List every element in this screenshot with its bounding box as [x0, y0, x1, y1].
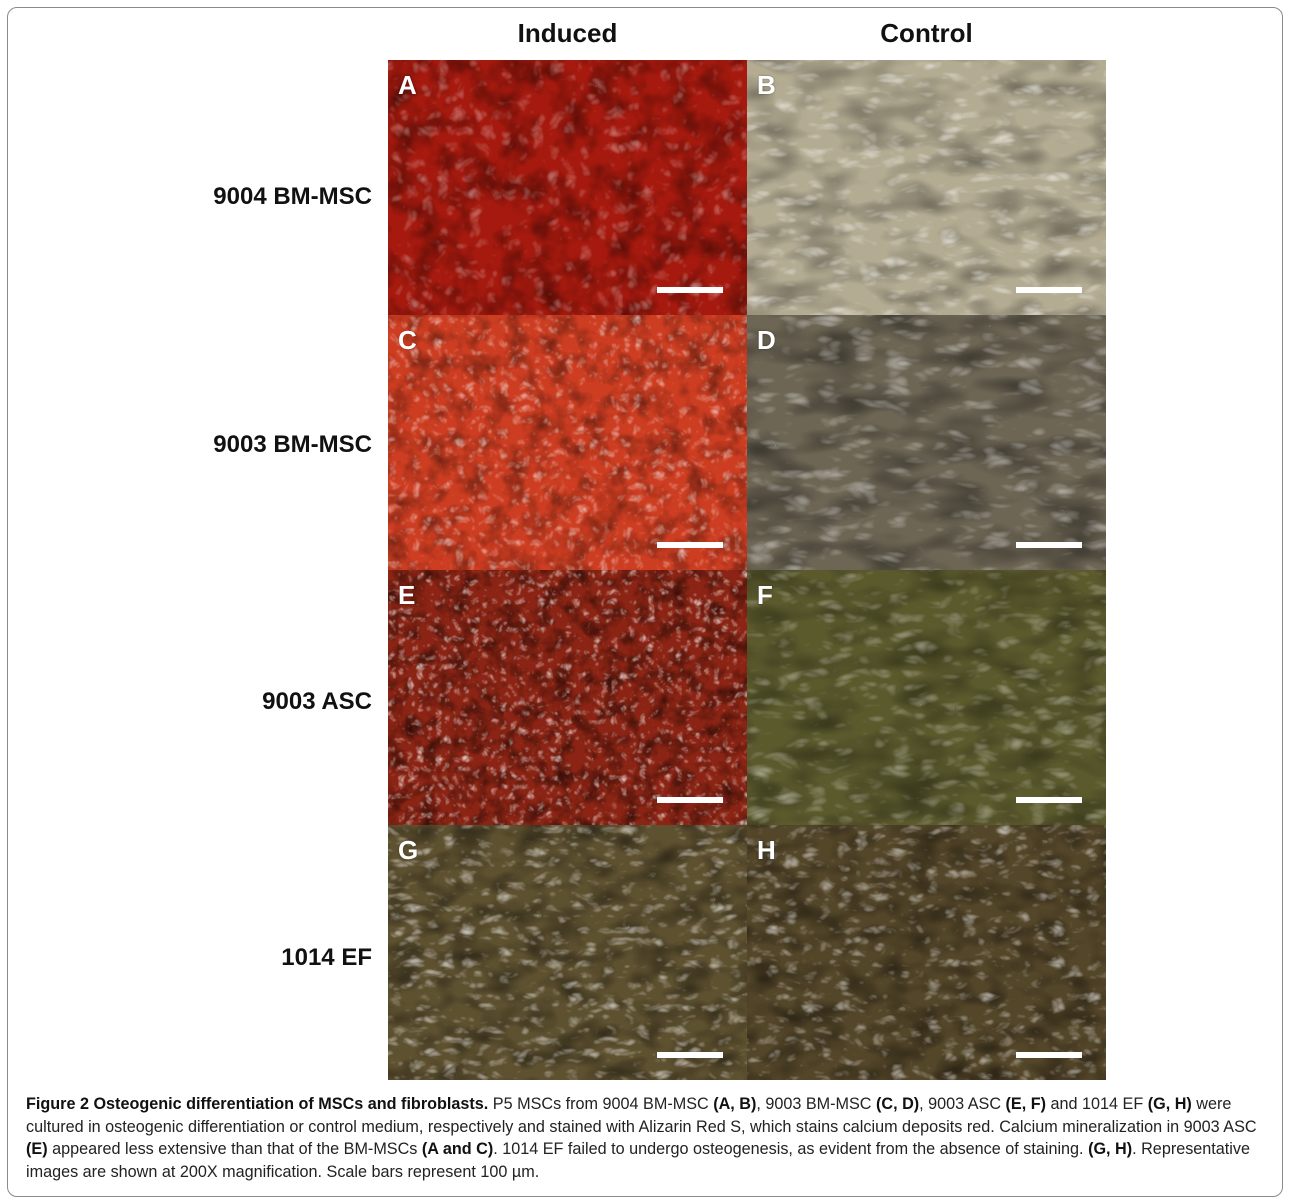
panel-letter: B [757, 70, 776, 101]
caption-text: . 1014 EF failed to undergo osteogenesis… [493, 1140, 1088, 1158]
caption-text: P5 MSCs from 9004 BM-MSC [488, 1095, 713, 1113]
micrograph-grid: A B C D E F G H [388, 60, 1106, 1080]
micrograph-panel-e: E [388, 570, 747, 825]
caption-ref: (C, D) [876, 1095, 919, 1113]
micrograph-panel-h: H [747, 825, 1106, 1080]
caption-title: Figure 2 Osteogenic differentiation of M… [26, 1095, 488, 1113]
row-label-9003-asc: 9003 ASC [20, 688, 372, 716]
figure-caption: Figure 2 Osteogenic differentiation of M… [26, 1093, 1266, 1183]
scale-bar [657, 542, 723, 548]
scale-bar [657, 797, 723, 803]
micrograph-texture [388, 60, 747, 315]
caption-text: and 1014 EF [1046, 1095, 1148, 1113]
caption-ref: (A, B) [713, 1095, 756, 1113]
caption-text: , 9003 BM-MSC [756, 1095, 876, 1113]
caption-text: appeared less extensive than that of the… [48, 1140, 422, 1158]
micrograph-highlights [747, 315, 1106, 570]
panel-letter: A [398, 70, 417, 101]
micrograph-highlights [388, 60, 747, 315]
scale-bar [1016, 797, 1082, 803]
micrograph-highlights [747, 570, 1106, 825]
panel-letter: D [757, 325, 776, 356]
micrograph-texture [388, 315, 747, 570]
micrograph-highlights [388, 570, 747, 825]
scale-bar [657, 1052, 723, 1058]
row-label-1014-ef: 1014 EF [20, 944, 372, 972]
caption-ref: (G, H) [1148, 1095, 1192, 1113]
micrograph-texture [388, 570, 747, 825]
micrograph-panel-d: D [747, 315, 1106, 570]
micrograph-panel-a: A [388, 60, 747, 315]
micrograph-highlights [747, 60, 1106, 315]
caption-ref: (E, F) [1006, 1095, 1046, 1113]
micrograph-texture [747, 60, 1106, 315]
panel-letter: F [757, 580, 773, 611]
scale-bar [1016, 1052, 1082, 1058]
micrograph-texture [388, 825, 747, 1080]
panel-letter: H [757, 835, 776, 866]
micrograph-panel-f: F [747, 570, 1106, 825]
micrograph-texture [747, 315, 1106, 570]
row-label-9003-bm-msc: 9003 BM-MSC [20, 431, 372, 459]
panel-letter: C [398, 325, 417, 356]
caption-ref: (G, H) [1088, 1140, 1132, 1158]
panel-letter: E [398, 580, 415, 611]
panel-letter: G [398, 835, 418, 866]
scale-bar [657, 287, 723, 293]
caption-text: , 9003 ASC [919, 1095, 1005, 1113]
scale-bar [1016, 287, 1082, 293]
micrograph-texture [747, 825, 1106, 1080]
column-header-induced: Induced [388, 18, 747, 49]
caption-ref: (A and C) [422, 1140, 493, 1158]
micrograph-panel-g: G [388, 825, 747, 1080]
micrograph-panel-b: B [747, 60, 1106, 315]
caption-ref: (E) [26, 1140, 48, 1158]
micrograph-highlights [388, 825, 747, 1080]
row-label-9004-bm-msc: 9004 BM-MSC [20, 183, 372, 211]
scale-bar [1016, 542, 1082, 548]
micrograph-texture [747, 570, 1106, 825]
micrograph-highlights [388, 315, 747, 570]
micrograph-highlights [747, 825, 1106, 1080]
micrograph-panel-c: C [388, 315, 747, 570]
column-header-control: Control [747, 18, 1106, 49]
